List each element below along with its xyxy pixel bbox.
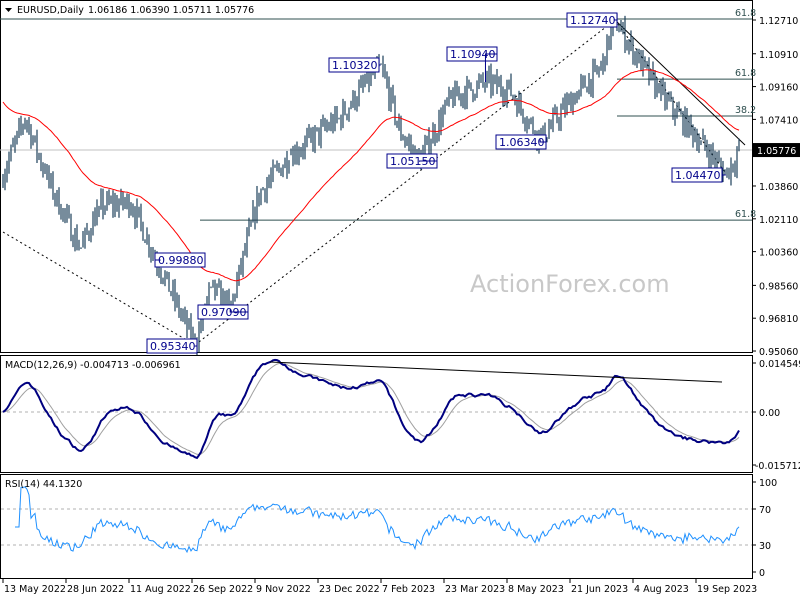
swing-price-text: 1.10320: [332, 59, 378, 72]
swing-price-text: 0.97090: [201, 306, 247, 319]
date-tick-label: 9 Nov 2022: [256, 584, 311, 595]
chart-header[interactable]: EURUSD,Daily 1.06186 1.06390 1.05711 1.0…: [5, 5, 254, 16]
swing-price-label: 0.95340: [146, 338, 198, 354]
swing-price-text: 0.95340: [150, 340, 196, 353]
date-tick-label: 7 Feb 2023: [382, 584, 435, 595]
price-tick-label: 0.96810: [759, 314, 798, 325]
dashed-trendline: [194, 19, 616, 346]
fib-level-label: 38.2: [735, 105, 756, 116]
price-tick-label: 1.12710: [759, 16, 798, 27]
date-tick-label: 23 Mar 2023: [445, 584, 505, 595]
date-tick-label: 4 Aug 2023: [634, 584, 689, 595]
dashed-trendline: [2, 231, 196, 346]
fib-level-label: 61.8: [735, 68, 756, 79]
date-tick-label: 19 Sep 2023: [697, 584, 757, 595]
swing-price-text: 1.06340: [499, 136, 545, 149]
macd-tick-label: 0.00: [759, 408, 780, 419]
fib-level-label: 61.8: [735, 8, 756, 19]
swing-price-label: 1.10320: [328, 57, 381, 73]
rsi-tick-label: 100: [759, 478, 777, 489]
rsi-title: RSI(14) 44.1320: [5, 479, 82, 490]
watermark: ActionForex.com: [470, 270, 670, 298]
date-tick-label: 11 Aug 2022: [130, 584, 191, 595]
price-tick-label: 1.07410: [759, 115, 798, 126]
price-tick-label: 1.10910: [759, 50, 798, 61]
date-tick-label: 13 May 2022: [4, 584, 66, 595]
rsi-tick-label: 30: [759, 541, 771, 552]
price-tick-label: 1.00360: [759, 248, 798, 259]
fib-level-label: 61.8: [735, 209, 756, 220]
swing-price-label: 1.10940: [446, 46, 498, 83]
date-tick-label: 21 Jun 2023: [571, 584, 628, 595]
axes: 1.12710 1.10910 1.09160 1.07410 1.03860 1.021…: [2, 16, 800, 595]
swing-price-text: 1.05150: [390, 155, 436, 168]
price-tick-label: 1.09160: [759, 83, 798, 94]
price-panel: 61.8 61.8 38.2 61.8 1.12740 1.10320 1.10940 1.0…: [0, 8, 756, 356]
swing-price-label: 1.04470: [671, 167, 726, 183]
chart-frame: [0, 0, 753, 579]
swing-price-text: 0.99880: [158, 254, 204, 267]
price-tick-label: 0.98560: [759, 281, 798, 292]
collapse-triangle-icon[interactable]: [5, 8, 12, 12]
macd-signal-line: [2, 363, 740, 456]
swing-price-label: 0.99880: [154, 252, 206, 268]
price-tick-label: 1.03860: [759, 182, 798, 193]
swing-price-text: 1.10940: [450, 48, 496, 61]
macd-trendline: [269, 361, 723, 383]
macd-tick-label: -0.015712: [755, 461, 800, 472]
price-tick-label: 1.02110: [759, 215, 798, 226]
date-tick-label: 23 Dec 2022: [319, 584, 380, 595]
price-tick-label: 0.95060: [759, 347, 798, 358]
rsi-line: [15, 486, 740, 554]
swing-price-label: 1.12740: [566, 12, 618, 28]
date-tick-label: 28 Jun 2022: [67, 584, 124, 595]
rsi-panel: [1, 486, 752, 554]
swing-price-label: 1.06340: [495, 134, 547, 150]
swing-price-text: 1.12740: [570, 14, 616, 27]
date-tick-label: 26 Sep 2022: [193, 584, 253, 595]
swing-price-text: 1.04470: [675, 169, 721, 182]
date-tick-label: 8 May 2023: [508, 584, 564, 595]
macd-main-line: [2, 358, 740, 460]
swing-price-label: 1.05150: [386, 153, 438, 169]
symbol-label: EURUSD,Daily: [17, 5, 84, 16]
swing-price-label: 0.97090: [197, 304, 249, 320]
macd-tick-label: 0.014549: [759, 359, 800, 370]
moving-average-line: [2, 69, 740, 282]
rsi-tick-label: 70: [759, 505, 771, 516]
rsi-tick-label: 0: [759, 568, 765, 579]
macd-panel: [1, 358, 752, 460]
current-price-label: 1.05776: [757, 146, 796, 157]
ohlc-readout: 1.06186 1.06390 1.05711 1.05776: [88, 5, 254, 16]
macd-title: MACD(12,26,9) -0.004713 -0.006961: [5, 360, 181, 371]
current-price-badge: [753, 143, 800, 158]
